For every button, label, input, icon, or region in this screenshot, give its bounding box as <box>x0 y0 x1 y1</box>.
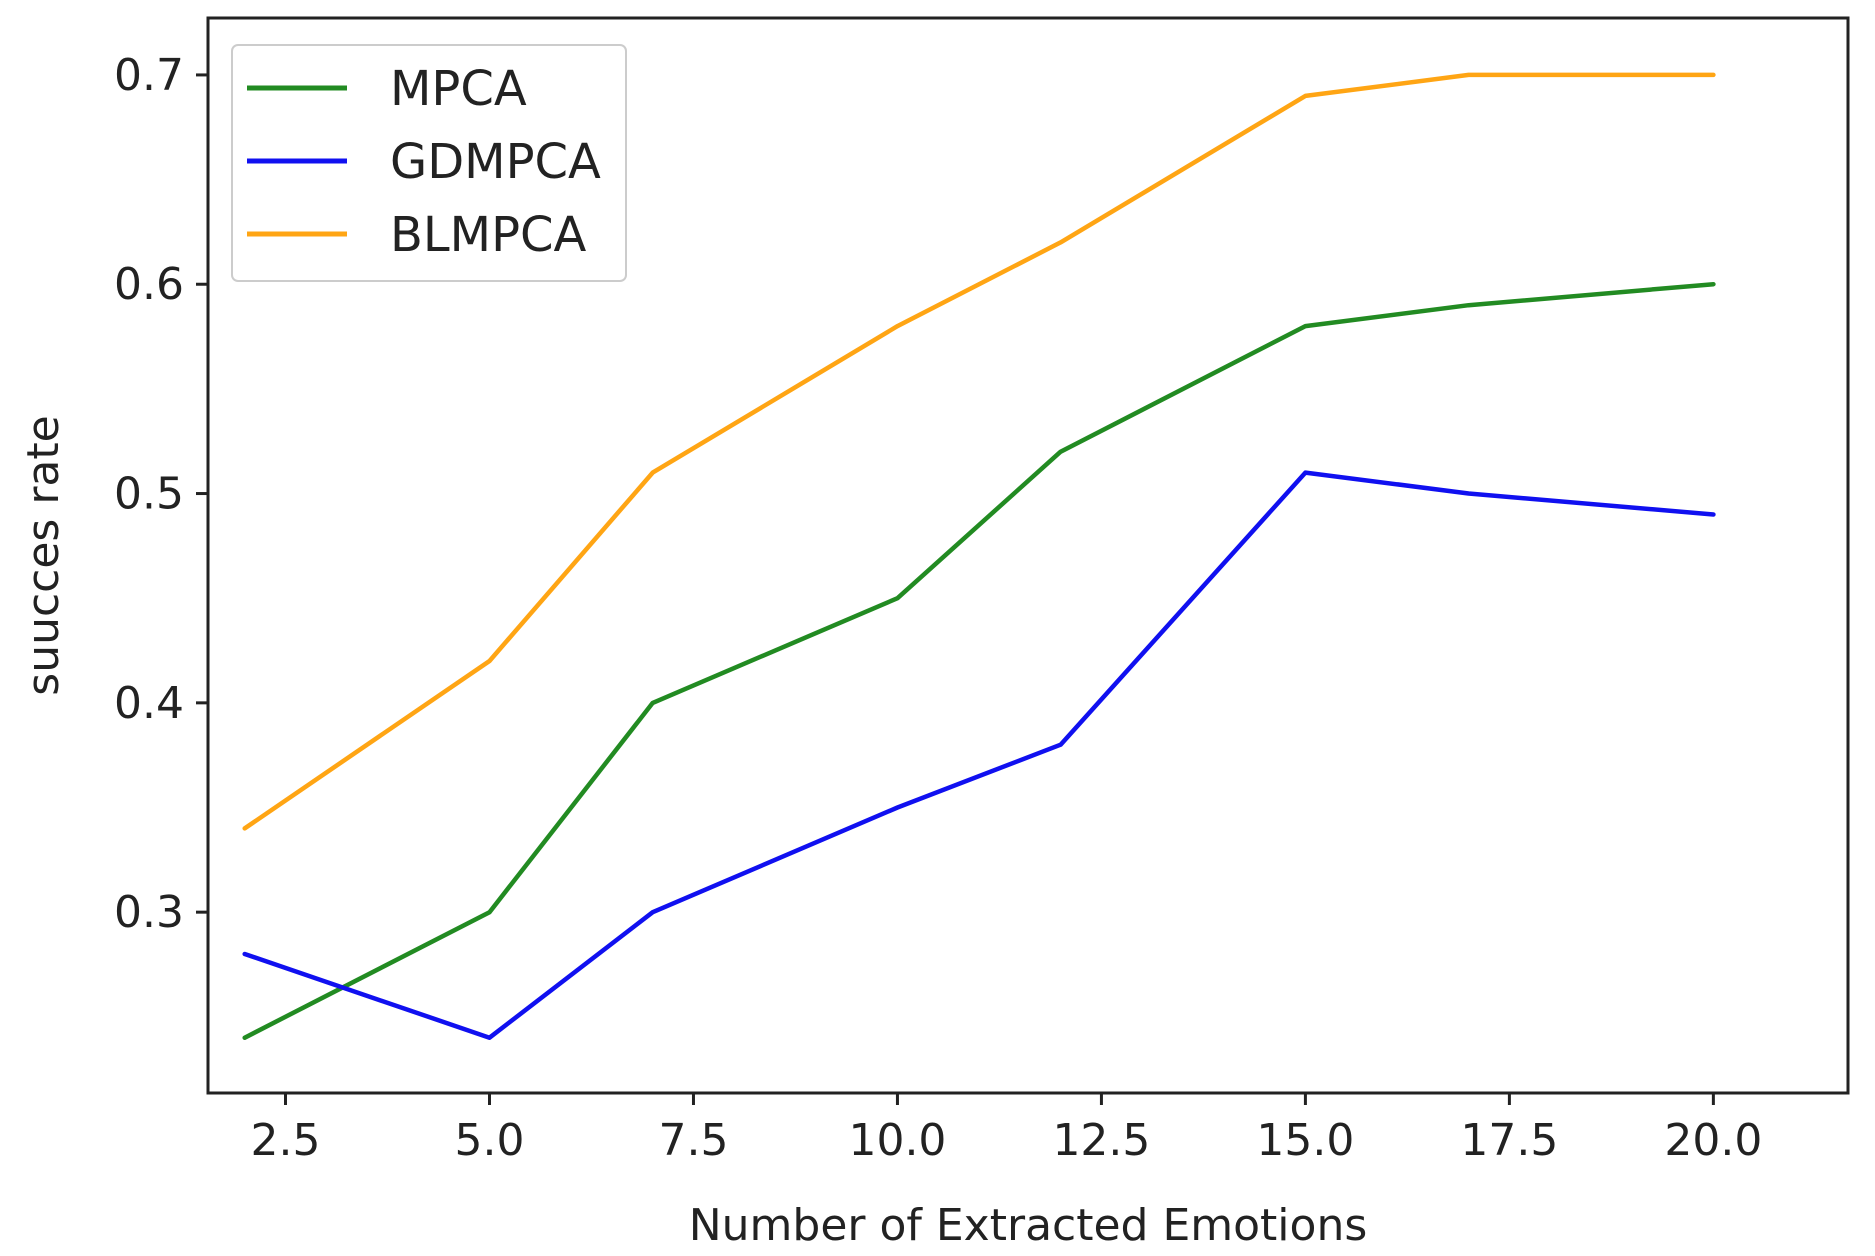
x-tick-label: 12.5 <box>1052 1115 1150 1166</box>
y-tick-label: 0.6 <box>114 259 184 310</box>
series-line-gdmpca <box>242 470 1716 1040</box>
x-axis-ticks: 2.5 5.0 7.5 10.0 12.5 15.0 17.5 20.0 <box>251 1093 1762 1166</box>
series-line-blmpca <box>242 72 1716 831</box>
plot-frame <box>206 16 1850 1095</box>
x-axis-label: Number of Extracted Emotions <box>689 1200 1368 1251</box>
x-tick-label: 2.5 <box>251 1115 321 1166</box>
x-tick-label: 7.5 <box>658 1115 728 1166</box>
y-tick-label: 0.7 <box>114 50 184 101</box>
legend-label-blmpca: BLMPCA <box>390 207 587 263</box>
legend-label-gdmpca: GDMPCA <box>390 134 601 190</box>
y-tick-label: 0.4 <box>114 678 184 729</box>
legend-box <box>231 44 627 282</box>
y-axis-label: suucces rate <box>18 415 69 695</box>
series-lines <box>242 72 1716 1040</box>
x-tick-label: 15.0 <box>1256 1115 1354 1166</box>
legend: MPCA GDMPCA BLMPCA <box>231 44 627 282</box>
series-line-mpca <box>242 281 1716 1040</box>
legend-label-mpca: MPCA <box>390 61 527 117</box>
y-tick-label: 0.5 <box>114 469 184 520</box>
x-tick-label: 5.0 <box>455 1115 525 1166</box>
y-axis-ticks: 0.3 0.4 0.5 0.6 0.7 <box>114 50 208 938</box>
x-tick-label: 17.5 <box>1460 1115 1558 1166</box>
y-tick-label: 0.3 <box>114 887 184 938</box>
x-tick-label: 10.0 <box>848 1115 946 1166</box>
x-tick-label: 20.0 <box>1664 1115 1762 1166</box>
